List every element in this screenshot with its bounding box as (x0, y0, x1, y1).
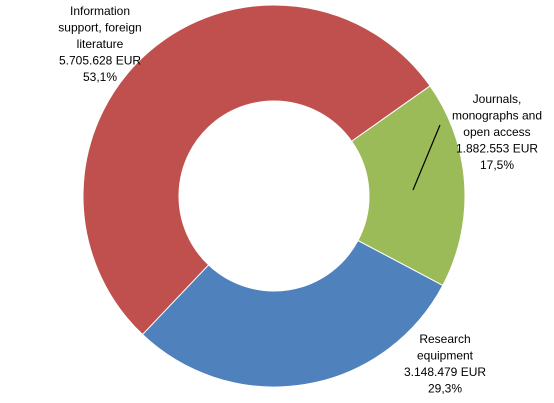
value-label: 3.148.479 EUR (404, 365, 486, 379)
percentage-label: 53,1% (83, 70, 117, 84)
slice-label: Journals, (473, 92, 522, 106)
slice-label: open access (463, 125, 530, 139)
slice-label: Research (419, 332, 470, 346)
value-label: 5.705.628 EUR (59, 54, 141, 68)
percentage-label: 29,3% (428, 382, 462, 396)
percentage-label: 17,5% (480, 158, 514, 172)
slice-label: support, foreign (58, 21, 141, 35)
slice-label: literature (77, 37, 124, 51)
slice-label: monographs and (452, 109, 542, 123)
slice (350, 85, 466, 287)
slice (82, 4, 431, 336)
slice-label: Information (70, 4, 130, 18)
slice (141, 239, 444, 388)
slice-label: equipment (417, 349, 474, 363)
leader-line (412, 124, 441, 191)
value-label: 1.882.553 EUR (456, 142, 538, 156)
